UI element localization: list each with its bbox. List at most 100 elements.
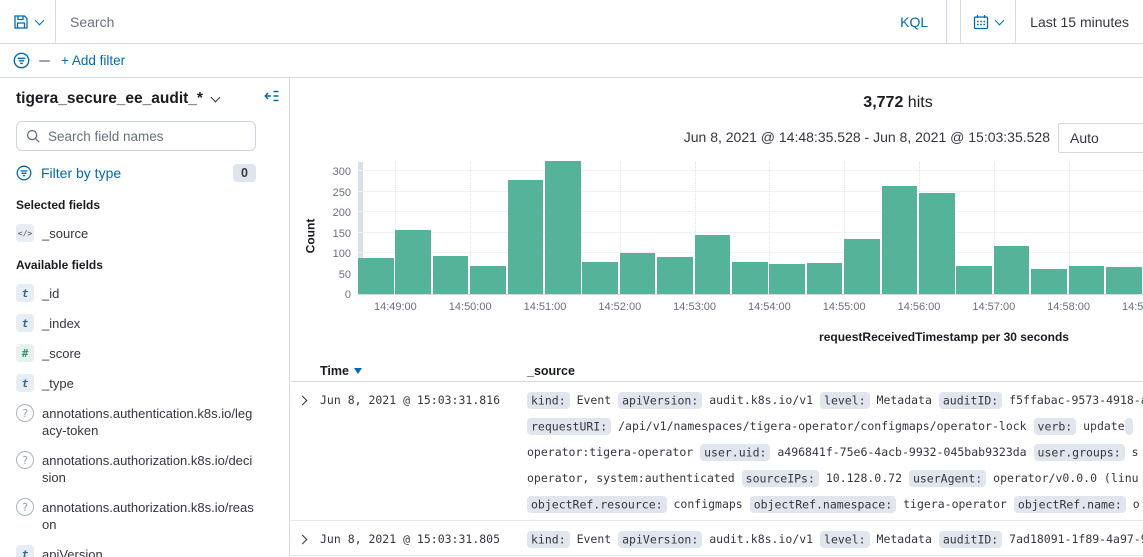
histogram-bar[interactable] — [844, 238, 880, 294]
query-topbar: KQL Last 15 minutes — [0, 0, 1143, 44]
h-gridline — [358, 190, 1143, 192]
histogram-bar[interactable] — [881, 186, 918, 294]
field-type-icon-string: t — [16, 374, 34, 392]
row-source: kind: Event apiVersion: audit.k8s.io/v1 … — [527, 387, 1143, 517]
field-key-badge: kind: — [527, 391, 570, 409]
time-range-button[interactable]: Last 15 minutes — [1030, 13, 1129, 30]
histogram-bar[interactable] — [358, 257, 394, 294]
field-item[interactable]: t apiVersion — [16, 545, 260, 557]
histogram-bar[interactable] — [507, 180, 544, 294]
query-input-wrap: KQL — [56, 0, 948, 43]
x-tick-label: 14:50:00 — [448, 301, 492, 313]
y-tick-label: 0 — [344, 289, 351, 301]
field-item[interactable]: t _id — [16, 284, 260, 302]
source-line: kind: Event apiVersion: audit.k8s.io/v1 … — [527, 526, 1143, 552]
sort-desc-icon — [353, 368, 362, 374]
search-input[interactable] — [70, 13, 897, 30]
time-column-header[interactable]: Time — [320, 364, 527, 378]
field-item[interactable]: ? annotations.authentication.k8s.io/legac… — [16, 404, 260, 439]
filter-count-badge: 0 — [233, 164, 256, 182]
x-tick-label: 14:57:00 — [972, 301, 1016, 313]
y-tick-label: 250 — [332, 186, 351, 199]
histogram-bar[interactable] — [545, 160, 581, 294]
table-row: Jun 8, 2021 @ 15:03:31.805 kind: Event ap… — [291, 521, 1143, 556]
source-column-header: _source — [527, 363, 575, 378]
date-quick-select-button[interactable] — [961, 0, 1017, 43]
expand-row-icon[interactable] — [297, 534, 308, 545]
source-line: requestURI: /api/v1/namespaces/tigera-op… — [527, 413, 1143, 439]
field-type-icon-unknown: ? — [16, 451, 34, 469]
field-name: annotations.authorization.k8s.io/decisio… — [42, 453, 253, 485]
field-key-badge: userAgent: — [908, 469, 987, 487]
date-picker: Last 15 minutes — [960, 0, 1143, 43]
field-search-box[interactable]: Search field names — [16, 121, 256, 151]
histogram-bar[interactable] — [919, 192, 955, 294]
collapse-sidebar-icon[interactable] — [264, 88, 280, 104]
v-gridline — [470, 162, 472, 294]
row-time: Jun 8, 2021 @ 15:03:31.816 — [320, 393, 501, 407]
expand-row-icon[interactable] — [297, 395, 308, 406]
chevron-down-icon — [210, 92, 221, 103]
field-item[interactable]: </> _source — [16, 224, 260, 242]
field-key-badge: apiVersion: — [618, 530, 703, 548]
selected-fields-heading: Selected fields — [16, 198, 101, 212]
field-key-badge: user.groups: — [1033, 443, 1125, 461]
histogram-bar[interactable] — [993, 246, 1030, 294]
x-tick-label: 14:52:00 — [598, 301, 642, 313]
histogram-bar[interactable] — [582, 262, 618, 294]
field-key-badge: auditID: — [938, 530, 1003, 548]
histogram-bar[interactable] — [769, 264, 805, 294]
index-pattern-select[interactable]: tigera_secure_ee_audit_* — [16, 90, 273, 108]
histogram-bar[interactable] — [732, 262, 768, 294]
kql-button[interactable]: KQL — [900, 13, 929, 30]
field-item[interactable]: # _score — [16, 344, 260, 362]
field-key-badge: objectRef.name: — [1013, 495, 1126, 513]
filter-by-type-button[interactable]: Filter by type 0 — [16, 164, 256, 182]
x-tick-label: 14:56:00 — [897, 301, 941, 313]
filter-circle-icon[interactable] — [13, 52, 30, 69]
interval-select[interactable]: Auto — [1058, 123, 1143, 153]
v-gridline — [1068, 162, 1070, 294]
row-time: Jun 8, 2021 @ 15:03:31.805 — [320, 532, 501, 546]
x-axis-label: requestReceivedTimestamp per 30 seconds — [819, 330, 1069, 344]
saved-query-menu-button[interactable] — [0, 0, 56, 43]
histogram-bar[interactable] — [432, 256, 469, 294]
field-type-icon-unknown: ? — [16, 498, 34, 516]
x-tick-label: 14:51:00 — [523, 301, 567, 313]
field-name: _score — [42, 346, 82, 361]
v-gridline — [694, 162, 696, 294]
field-key-badge: requestURI: — [527, 417, 612, 435]
field-item[interactable]: ? annotations.authorization.k8s.io/decisi… — [16, 451, 260, 486]
field-item[interactable]: t _type — [16, 374, 260, 392]
field-type-icon-string: t — [16, 284, 34, 302]
chevron-down-icon — [994, 15, 1005, 25]
documents-table: Time _source Jun 8, 2021 @ 15:03:31.816 k… — [291, 360, 1143, 556]
filter-circle-icon — [16, 165, 32, 181]
table-row: Jun 8, 2021 @ 15:03:31.816 kind: Event ap… — [291, 382, 1143, 521]
v-gridline — [769, 162, 771, 294]
histogram-bar[interactable] — [1106, 266, 1142, 294]
histogram-bar[interactable] — [657, 256, 693, 294]
source-line: operator:tigera-operator user.uid: a4968… — [527, 443, 1139, 461]
add-filter-button[interactable]: + Add filter — [61, 53, 126, 68]
histogram-bar[interactable] — [806, 263, 843, 294]
field-item[interactable]: ? annotations.authorization.k8s.io/reason — [16, 498, 260, 533]
field-name: annotations.authentication.k8s.io/legacy… — [42, 406, 253, 438]
histogram-bar[interactable] — [956, 266, 992, 294]
histogram-bar[interactable] — [1031, 269, 1067, 294]
histogram-bar[interactable] — [694, 235, 731, 294]
discover-main: 3,772 hits Jun 8, 2021 @ 14:48:35.528 - … — [291, 78, 1143, 557]
histogram-bar[interactable] — [1068, 266, 1105, 294]
fields-sidebar: tigera_secure_ee_audit_* Search field na… — [0, 78, 290, 557]
index-pattern-title: tigera_secure_ee_audit_* — [16, 90, 203, 107]
partial-bucket-strip — [358, 162, 363, 294]
field-key-badge: user.uid: — [700, 443, 771, 461]
histogram-bar[interactable] — [470, 266, 506, 294]
field-item[interactable]: t _index — [16, 314, 260, 332]
row-source: kind: Event apiVersion: audit.k8s.io/v1 … — [527, 526, 1143, 552]
histogram-bar[interactable] — [619, 253, 656, 294]
source-line: objectRef.resource: configmaps objectRef… — [527, 491, 1143, 517]
field-key-badge: verb: — [1033, 417, 1077, 435]
histogram-bar[interactable] — [395, 229, 431, 294]
